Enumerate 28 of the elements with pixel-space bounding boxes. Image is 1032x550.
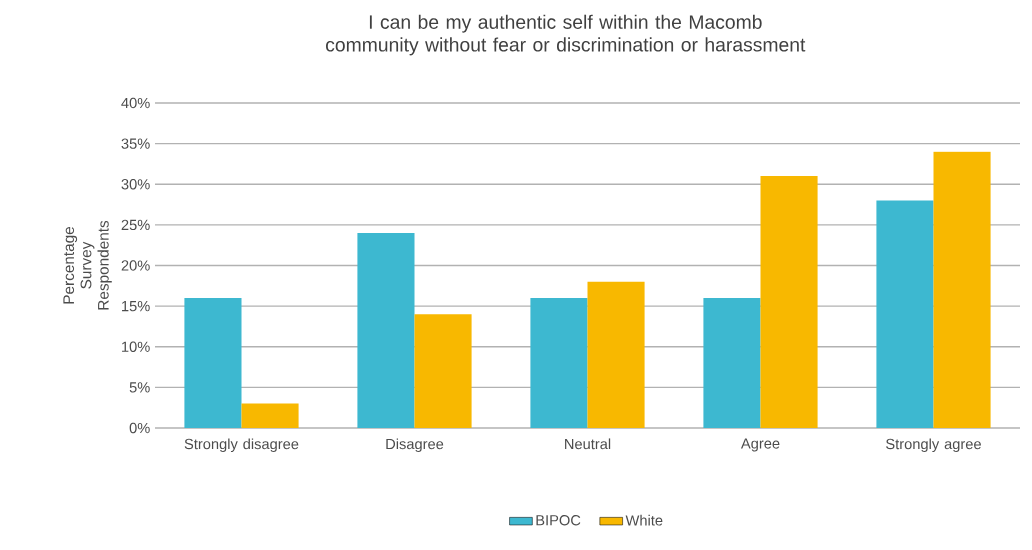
- bar: [703, 298, 761, 428]
- y-tick-label: 25%: [121, 219, 150, 231]
- x-tick-label: Strongly agree: [886, 438, 981, 453]
- y-tick-label: 0%: [129, 422, 150, 434]
- x-tick-label: Disagree: [386, 438, 444, 453]
- y-axis-title: Percentage Survey Respondents: [63, 220, 112, 310]
- bar: [357, 232, 415, 428]
- bar: [241, 403, 299, 428]
- bar: [530, 298, 588, 428]
- y-tick-label: 10%: [122, 341, 150, 352]
- x-tick-label: Agree: [740, 438, 780, 452]
- x-tick-label: Neutral: [565, 438, 611, 450]
- y-tick-label: 15%: [122, 300, 150, 312]
- x-tick-label: Strongly disagree: [184, 438, 299, 453]
- bar: [933, 151, 991, 428]
- legend-label: White: [625, 514, 663, 526]
- y-tick-label: 35%: [121, 138, 150, 149]
- bar: [587, 281, 645, 428]
- bar: [760, 176, 818, 428]
- bar: [184, 298, 242, 428]
- chart-title: I can be my authentic self within the Macomb community without fear or discrimination or harassment: [326, 14, 806, 56]
- bar: [876, 200, 934, 428]
- legend-label: BIPOC: [536, 515, 581, 526]
- y-tick-label: 5%: [129, 382, 150, 393]
- y-tick-label: 30%: [121, 179, 150, 190]
- y-tick-label: 20%: [121, 260, 150, 271]
- y-tick-label: 40%: [121, 97, 150, 109]
- bar: [414, 314, 472, 428]
